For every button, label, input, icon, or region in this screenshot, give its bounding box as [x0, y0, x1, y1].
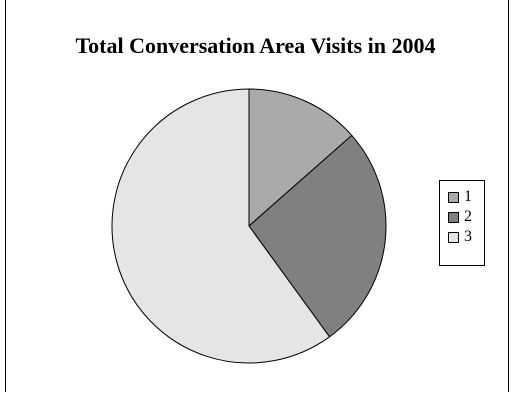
chart-title: Total Conversation Area Visits in 2004 [75, 33, 436, 58]
legend: 1 2 3 [439, 180, 485, 266]
legend-label-2: 2 [464, 208, 472, 225]
legend-label-3: 3 [464, 228, 472, 245]
legend-swatch-1 [448, 191, 459, 203]
pie-slice-2 [248, 134, 387, 338]
pie-slice-1 [248, 88, 353, 228]
legend-swatch-2 [448, 211, 459, 223]
legend-item-2: 2 [440, 207, 484, 227]
chart-frame [5, 0, 509, 392]
legend-item-3: 3 [440, 227, 484, 247]
legend-swatch-3 [448, 231, 459, 243]
legend-item-1: 1 [440, 187, 484, 207]
pie-slice-3 [111, 88, 331, 364]
legend-label-1: 1 [464, 188, 472, 205]
